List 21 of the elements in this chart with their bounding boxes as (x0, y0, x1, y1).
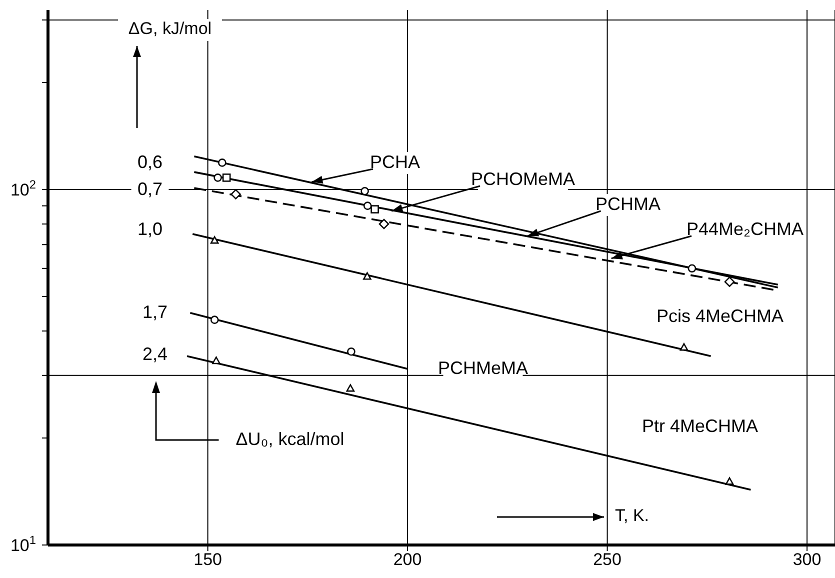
annotation: 0,6 (137, 152, 163, 172)
y-tick-label: 10$^{1}$ (10, 533, 36, 555)
annotation: 0,7 (137, 178, 163, 199)
annotation: PCHA (370, 152, 420, 172)
annotation: PCHOMeMA (470, 168, 576, 189)
x-tick-label: 300 (792, 550, 822, 570)
annotation: 2,4 (142, 344, 168, 364)
annotation: PCHMA (595, 194, 661, 214)
x-tick-label: 200 (393, 550, 422, 570)
annotation: ΔU₀, kcal/mol (236, 428, 344, 449)
y-tick-label: 10$^{2}$ (10, 178, 36, 200)
annotation: Pcis 4MeCHMA (656, 306, 784, 326)
x-tick-label: 250 (593, 550, 622, 570)
annotation: 1,7 (142, 302, 168, 322)
annotation: 1,0 (137, 218, 163, 239)
annotation: P44Me₂CHMA (686, 218, 804, 239)
annotation: Ptr 4MeCHMA (642, 416, 758, 436)
annotation: PCHMeMA (438, 358, 528, 378)
x-axis-title: T, K. (615, 506, 650, 526)
x-tick-label: 150 (194, 550, 222, 570)
y-axis-title: ΔG, kJ/mol (128, 19, 212, 38)
